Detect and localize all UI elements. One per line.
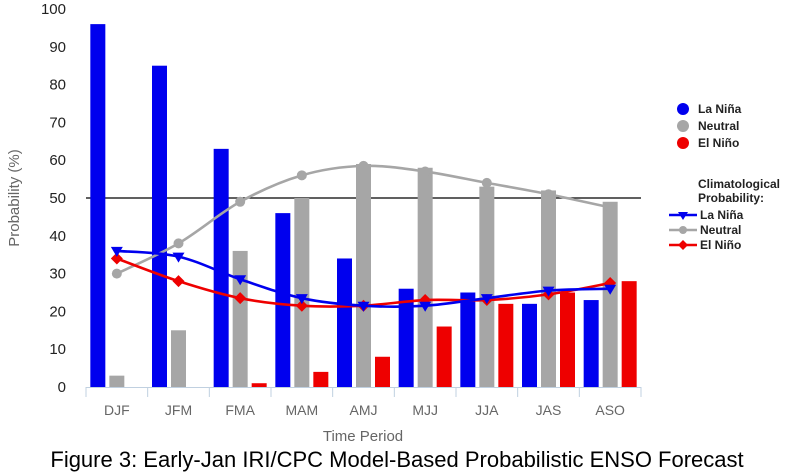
bar-neutral-mam <box>294 198 310 387</box>
climatology-point-elnio-mam <box>295 299 308 312</box>
bar-lania-mam <box>275 213 291 387</box>
legend-label-neutral: Neutral <box>698 119 739 133</box>
x-tick-label-mam: MAM <box>285 402 318 418</box>
climatology-point-neutral-aso <box>605 202 616 213</box>
x-tick-label-jas: JAS <box>536 402 562 418</box>
legend-climatology-title-line: Climatological <box>698 177 780 191</box>
bar-lania-aso <box>583 300 599 387</box>
climatology-point-neutral-mjj <box>420 166 431 177</box>
y-tick-label: 70 <box>49 114 66 131</box>
climatology-point-neutral-jja <box>481 177 492 188</box>
bar-neutral-jfm <box>171 330 186 387</box>
legend-climatology-marker-neutral <box>679 226 687 234</box>
legend-climatology-title-line: Probability: <box>698 191 764 205</box>
y-tick-label: 60 <box>49 152 66 169</box>
y-axis-title: Probability (%) <box>6 149 23 247</box>
climatology-point-lania-jja <box>480 294 493 305</box>
y-tick-label: 10 <box>49 341 66 358</box>
climatology-point-neutral-jas <box>543 189 554 200</box>
axes-layer: 0 10 20 30 40 50 60 70 80 90 100 DJF JFM FMA MAM AMJ MJJ… <box>41 1 642 418</box>
legend-swatch-neutral <box>677 120 689 132</box>
legend-swatch-lania <box>677 103 689 115</box>
lines-layer <box>110 160 617 312</box>
bar-elnio-aso <box>621 281 637 387</box>
x-tick-label-mjj: MJJ <box>412 402 438 418</box>
bars-layer <box>90 24 637 388</box>
y-tick-label: 0 <box>58 379 66 396</box>
bar-lania-jas <box>522 303 537 387</box>
climatology-point-neutral-jfm <box>173 238 184 249</box>
legend-label-elnio: El Niño <box>698 136 739 150</box>
bar-neutral-djf <box>109 375 125 387</box>
climatology-point-lania-aso <box>604 284 617 295</box>
legend-climatology-marker-lania <box>678 212 688 220</box>
bar-neutral-fma <box>232 250 248 387</box>
bar-lania-djf <box>90 24 106 388</box>
bar-lania-jja <box>460 292 476 387</box>
y-tick-label: 30 <box>49 266 66 283</box>
bar-neutral-mjj <box>417 167 433 387</box>
legend-swatch-elnio <box>677 137 689 149</box>
bar-lania-jfm <box>152 65 167 387</box>
bar-elnio-mjj <box>436 326 452 387</box>
bar-lania-amj <box>337 258 352 387</box>
climatology-point-lania-djf <box>110 246 123 257</box>
climatology-point-lania-jas <box>542 286 555 297</box>
y-tick-label: 50 <box>49 190 66 207</box>
bar-elnio-jja <box>498 303 514 387</box>
bar-elnio-amj <box>375 356 390 387</box>
figure-caption: Figure 3: Early-Jan IRI/CPC Model-Based … <box>50 447 743 472</box>
x-tick-label-jfm: JFM <box>165 402 192 418</box>
legend-climatology-label-lania: La Niña <box>700 208 744 222</box>
climatology-point-neutral-djf <box>111 268 122 279</box>
legend-label-lania: La Niña <box>698 102 742 116</box>
bar-lania-mjj <box>398 288 414 387</box>
y-tick-label: 100 <box>41 1 66 18</box>
x-axis-title: Time Period <box>323 428 403 445</box>
y-tick-label: 80 <box>49 77 66 94</box>
y-tick-label: 20 <box>49 303 66 320</box>
bar-neutral-amj <box>356 163 371 387</box>
legend-climatology-label-neutral: Neutral <box>700 223 741 237</box>
climatology-point-elnio-fma <box>234 292 247 305</box>
legend-climatology-marker-elnio <box>678 240 688 250</box>
x-tick-label-fma: FMA <box>225 402 255 418</box>
climatology-point-elnio-jfm <box>172 275 185 288</box>
climatology-point-neutral-amj <box>358 160 369 171</box>
bar-elnio-jas <box>560 292 575 387</box>
climatology-point-elnio-djf <box>110 252 123 265</box>
x-tick-label-aso: ASO <box>595 402 625 418</box>
x-tick-label-jja: JJA <box>475 402 499 418</box>
y-tick-label: 90 <box>49 39 66 56</box>
bar-elnio-fma <box>251 383 267 387</box>
legend-climatology-label-elnio: El Niño <box>700 238 741 252</box>
x-tick-label-amj: AMJ <box>350 402 378 418</box>
climatology-point-neutral-mam <box>296 170 307 181</box>
climatology-point-neutral-fma <box>235 196 246 207</box>
climatology-point-lania-fma <box>234 275 247 286</box>
climatology-point-lania-mam <box>295 294 308 305</box>
bar-elnio-mam <box>313 371 329 387</box>
climatology-point-lania-amj <box>357 301 370 312</box>
y-tick-label: 40 <box>49 228 66 245</box>
bar-neutral-jja <box>479 186 495 387</box>
bar-lania-fma <box>213 148 229 387</box>
climatology-point-lania-mjj <box>419 301 432 312</box>
x-tick-label-djf: DJF <box>104 402 130 418</box>
climatology-point-lania-jfm <box>172 252 185 263</box>
